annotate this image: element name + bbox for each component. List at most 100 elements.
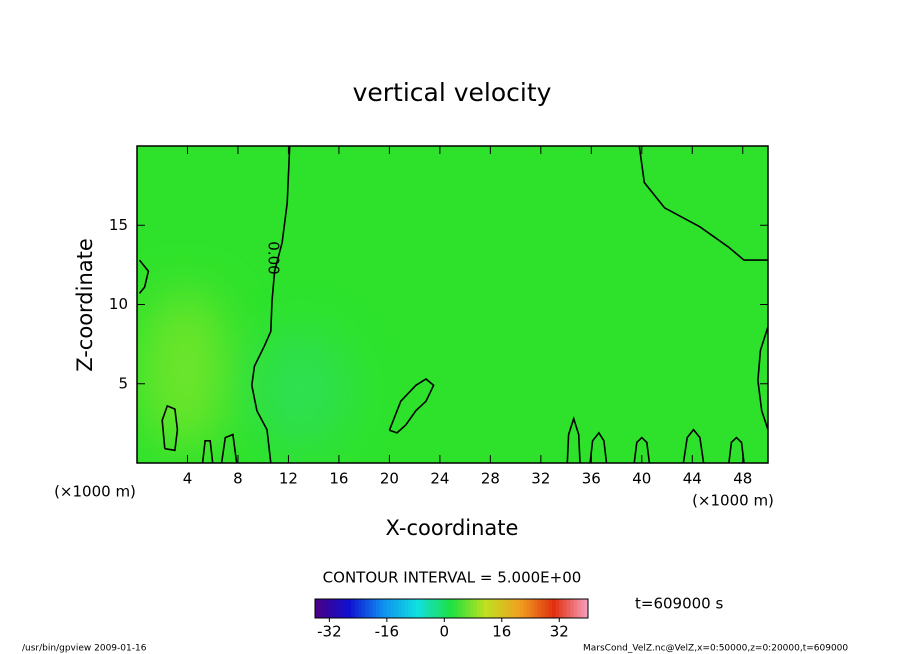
- colorbar-cell: [570, 599, 575, 618]
- contour-line: [250, 146, 291, 463]
- colorbar-cell: [329, 599, 334, 618]
- contour-label: 0.00: [265, 241, 283, 274]
- colorbar-cell: [340, 599, 345, 618]
- colorbar-cell: [426, 599, 431, 618]
- colorbar-tick-label: 0: [440, 623, 450, 641]
- colorbar-cell: [512, 599, 517, 618]
- x-tick-label: 4: [183, 470, 193, 488]
- colorbar-cell: [401, 599, 406, 618]
- footer-left: /usr/bin/gpview 2009-01-16: [22, 644, 147, 654]
- colorbar-cell: [415, 599, 420, 618]
- colorbar-cell: [318, 599, 323, 618]
- footer-right: MarsCond_VelZ.nc@VelZ,x=0:50000,z=0:2000…: [583, 644, 848, 654]
- colorbar-cell: [419, 599, 424, 618]
- colorbar-cell: [473, 599, 478, 618]
- colorbar-cell: [559, 599, 564, 618]
- colorbar-tick-label: 32: [550, 623, 569, 641]
- colorbar-cell: [555, 599, 560, 618]
- contour-line: [388, 378, 435, 434]
- colorbar-cell: [376, 599, 381, 618]
- colorbar-cell: [566, 599, 571, 618]
- colorbar-cell: [361, 599, 366, 618]
- colorbar-cell: [544, 599, 549, 618]
- contour-line: [682, 428, 705, 463]
- field-shading: [140, 290, 350, 450]
- time-label: t=609000 s: [635, 595, 723, 613]
- colorbar-cell: [332, 599, 338, 618]
- colorbar-cell: [469, 599, 474, 618]
- colorbar-cell: [519, 599, 524, 618]
- colorbar-cell: [440, 599, 445, 618]
- colorbar-cell: [516, 599, 521, 618]
- colorbar-cell: [383, 599, 388, 618]
- colorbar-cell: [552, 599, 557, 618]
- colorbar-cell: [530, 599, 535, 618]
- colorbar-cell: [537, 599, 542, 618]
- colorbar-cell: [437, 599, 442, 618]
- contour-interval: CONTOUR INTERVAL = 5.000E+00: [323, 569, 582, 587]
- shade: [250, 330, 350, 450]
- contour-line: [757, 326, 768, 430]
- colorbar-cell: [577, 599, 582, 618]
- colorbar-cell: [429, 599, 435, 618]
- colorbar-cell: [350, 599, 356, 618]
- y-tick-label: 10: [109, 295, 128, 313]
- colorbar-frame: [314, 598, 589, 619]
- colorbar-cell: [325, 599, 330, 618]
- colorbar-cell: [584, 599, 589, 618]
- colorbar-cell: [573, 599, 578, 618]
- contour-line: [566, 415, 581, 463]
- x-tick-label: 12: [279, 470, 298, 488]
- colorbar-cell: [501, 599, 506, 618]
- colorbar-cell: [451, 599, 456, 618]
- colorbar-cell: [534, 599, 539, 618]
- colorbar-cell: [336, 599, 341, 618]
- colorbar-cell: [505, 599, 510, 618]
- x-tick-label: 32: [531, 470, 550, 488]
- colorbar-cell: [411, 599, 417, 618]
- colorbar-cell: [523, 599, 528, 618]
- shade: [140, 290, 230, 450]
- x-tick-label: 44: [683, 470, 702, 488]
- colorbar-cell: [365, 599, 370, 618]
- x-tick-label: 20: [380, 470, 399, 488]
- colorbar-cell: [491, 599, 496, 618]
- colorbar-cell: [347, 599, 352, 618]
- colorbar-cell: [433, 599, 438, 618]
- y-tick-label: 15: [109, 216, 128, 234]
- x-unit: (×1000 m): [54, 483, 136, 501]
- x-axis-label: X-coordinate: [386, 516, 519, 540]
- colorbar-cell: [462, 599, 467, 618]
- colorbar-cell: [498, 599, 503, 618]
- y-tick-label: 5: [118, 374, 128, 392]
- colorbar-cell: [494, 599, 499, 618]
- colorbar-cell: [390, 599, 395, 618]
- colorbar-cell: [343, 599, 348, 618]
- colorbar-cell: [580, 599, 585, 618]
- colorbar-tick-label: -32: [317, 623, 342, 641]
- colorbar-cell: [372, 599, 377, 618]
- x-tick-label: 24: [430, 470, 449, 488]
- colorbar-cell: [447, 599, 452, 618]
- colorbar-cell: [422, 599, 427, 618]
- x-tick-label: 40: [632, 470, 651, 488]
- colorbar-cell: [322, 599, 327, 618]
- colorbar-cell: [487, 599, 492, 618]
- colorbar-cell: [444, 599, 449, 618]
- contour-line: [201, 439, 214, 463]
- contour-line: [220, 433, 238, 463]
- contour-line: [138, 259, 150, 294]
- contour-line: [728, 436, 745, 463]
- x-tick-label: 16: [329, 470, 348, 488]
- colorbar-cell: [386, 599, 391, 618]
- colorbar-cell: [408, 599, 413, 618]
- x-tick-label: 28: [481, 470, 500, 488]
- colorbar-cell: [548, 599, 553, 618]
- x-tick-label: 48: [733, 470, 752, 488]
- colorbar-cell: [397, 599, 402, 618]
- colorbar-tick-label: -16: [375, 623, 400, 641]
- contour-line: [161, 404, 179, 452]
- colorbar-cell: [394, 599, 399, 618]
- chart-title: vertical velocity: [353, 78, 552, 107]
